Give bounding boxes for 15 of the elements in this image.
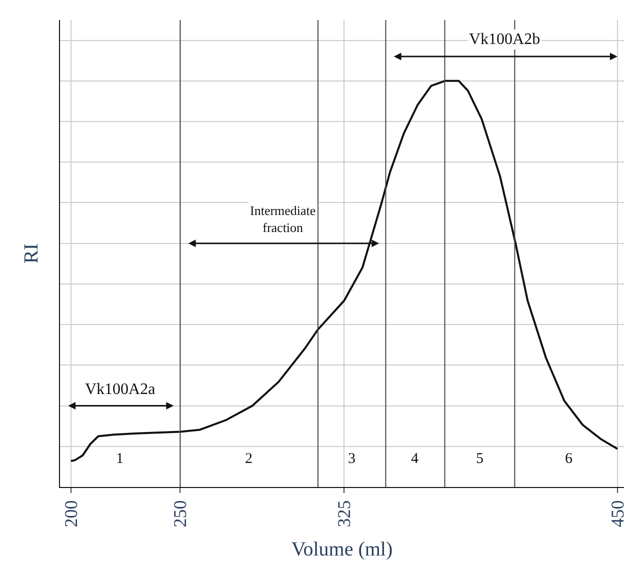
annotation: 6 <box>565 451 573 467</box>
annotation: 2 <box>245 451 252 467</box>
x-tick-label: 325 <box>334 500 354 528</box>
annotation: 5 <box>476 451 484 467</box>
annotation: Vk100A2a <box>85 381 156 398</box>
text: Vk100A2b <box>469 31 540 48</box>
y-axis-title: RI <box>20 244 42 264</box>
annotation: 1 <box>116 451 124 467</box>
x-tick-label: 200 <box>60 500 81 528</box>
x-axis-title: Volume (ml) <box>291 538 393 561</box>
annotation: Intermediate fraction <box>250 203 316 235</box>
annotation: 3 <box>348 451 356 467</box>
x-tick-label: 250 <box>170 500 190 528</box>
annotation: 4 <box>411 451 419 467</box>
x-tick-label: 450 <box>607 500 628 528</box>
